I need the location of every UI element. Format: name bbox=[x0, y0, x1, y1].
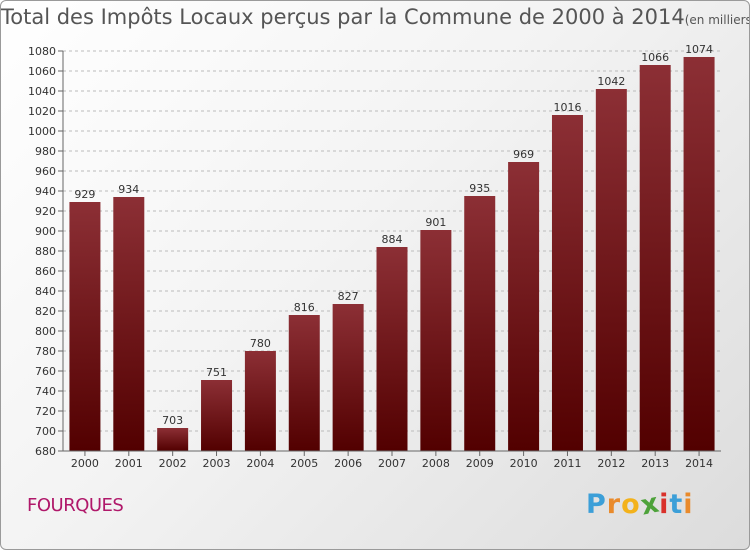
y-tick-label-1040: 1040 bbox=[28, 85, 56, 98]
logo-letter-2: o bbox=[621, 489, 641, 520]
bar-2005 bbox=[288, 315, 320, 451]
y-tick-label-1080: 1080 bbox=[28, 45, 56, 58]
bar-2007 bbox=[376, 247, 408, 451]
bar-value-label-2000: 929 bbox=[74, 188, 95, 201]
bar-2013 bbox=[639, 65, 671, 451]
y-tick-label-840: 840 bbox=[35, 285, 56, 298]
y-tick-label-760: 760 bbox=[35, 365, 56, 378]
y-tick-label-1060: 1060 bbox=[28, 65, 56, 78]
logo-letter-6: i bbox=[683, 489, 694, 520]
y-tick-label-820: 820 bbox=[35, 305, 56, 318]
bar-2008 bbox=[420, 230, 452, 451]
y-tick-label-960: 960 bbox=[35, 165, 56, 178]
bar-value-label-2003: 751 bbox=[206, 366, 227, 379]
bar-2014 bbox=[683, 57, 715, 451]
chart-title-text: Total des Impôts Locaux perçus par la Co… bbox=[1, 5, 685, 29]
x-tick-label-2005: 2005 bbox=[290, 457, 318, 470]
y-tick-label-980: 980 bbox=[35, 145, 56, 158]
y-tick-label-720: 720 bbox=[35, 405, 56, 418]
logo-letter-0: P bbox=[586, 489, 607, 520]
x-tick-label-2010: 2010 bbox=[510, 457, 538, 470]
x-tick-label-2004: 2004 bbox=[246, 457, 274, 470]
x-tick-label-2011: 2011 bbox=[553, 457, 581, 470]
y-tick-label-900: 900 bbox=[35, 225, 56, 238]
commune-name: FOURQUES bbox=[27, 495, 124, 516]
bar-value-label-2011: 1016 bbox=[553, 101, 581, 114]
bar-value-label-2010: 969 bbox=[513, 148, 534, 161]
y-tick-label-800: 800 bbox=[35, 325, 56, 338]
bar-value-label-2001: 934 bbox=[118, 183, 139, 196]
logo-letter-4: i bbox=[659, 489, 670, 520]
x-tick-label-2002: 2002 bbox=[159, 457, 187, 470]
y-tick-label-1020: 1020 bbox=[28, 105, 56, 118]
y-tick-label-880: 880 bbox=[35, 245, 56, 258]
x-tick-label-2008: 2008 bbox=[422, 457, 450, 470]
y-tick-label-920: 920 bbox=[35, 205, 56, 218]
bar-2010 bbox=[508, 162, 540, 451]
y-tick-label-1000: 1000 bbox=[28, 125, 56, 138]
x-tick-label-2014: 2014 bbox=[685, 457, 713, 470]
bar-value-label-2014: 1074 bbox=[685, 43, 713, 56]
bar-value-label-2005: 816 bbox=[294, 301, 315, 314]
bar-value-label-2009: 935 bbox=[469, 182, 490, 195]
bar-value-label-2013: 1066 bbox=[641, 51, 669, 64]
bar-value-label-2004: 780 bbox=[250, 337, 271, 350]
y-tick-label-780: 780 bbox=[35, 345, 56, 358]
logo-letter-1: r bbox=[606, 489, 622, 520]
chart-title: Total des Impôts Locaux perçus par la Co… bbox=[1, 5, 750, 29]
x-tick-label-2001: 2001 bbox=[115, 457, 143, 470]
bar-2003 bbox=[201, 380, 233, 451]
x-tick-label-2003: 2003 bbox=[203, 457, 231, 470]
y-tick-label-700: 700 bbox=[35, 425, 56, 438]
y-tick-label-680: 680 bbox=[35, 445, 56, 458]
logo-letter-5: t bbox=[669, 489, 684, 520]
bar-value-label-2008: 901 bbox=[425, 216, 446, 229]
bar-value-label-2006: 827 bbox=[338, 290, 359, 303]
x-tick-label-2013: 2013 bbox=[641, 457, 669, 470]
bar-value-label-2007: 884 bbox=[382, 233, 403, 246]
x-tick-label-2000: 2000 bbox=[71, 457, 99, 470]
x-tick-label-2007: 2007 bbox=[378, 457, 406, 470]
bar-2006 bbox=[332, 304, 364, 451]
bar-2000 bbox=[69, 202, 101, 451]
x-tick-label-2009: 2009 bbox=[466, 457, 494, 470]
bar-value-label-2002: 703 bbox=[162, 414, 183, 427]
x-tick-label-2006: 2006 bbox=[334, 457, 362, 470]
y-tick-label-740: 740 bbox=[35, 385, 56, 398]
bar-2009 bbox=[464, 196, 496, 451]
bar-2011 bbox=[551, 115, 583, 451]
bar-value-label-2012: 1042 bbox=[597, 75, 625, 88]
chart-unit-note: (en milliers d'€) bbox=[684, 13, 750, 27]
bar-2001 bbox=[113, 197, 145, 451]
y-tick-label-860: 860 bbox=[35, 265, 56, 278]
proxiti-logo: Proxiti bbox=[586, 487, 694, 521]
bar-2012 bbox=[595, 89, 627, 451]
bar-2004 bbox=[244, 351, 276, 451]
y-tick-label-940: 940 bbox=[35, 185, 56, 198]
bar-2002 bbox=[157, 428, 189, 451]
x-tick-label-2012: 2012 bbox=[597, 457, 625, 470]
